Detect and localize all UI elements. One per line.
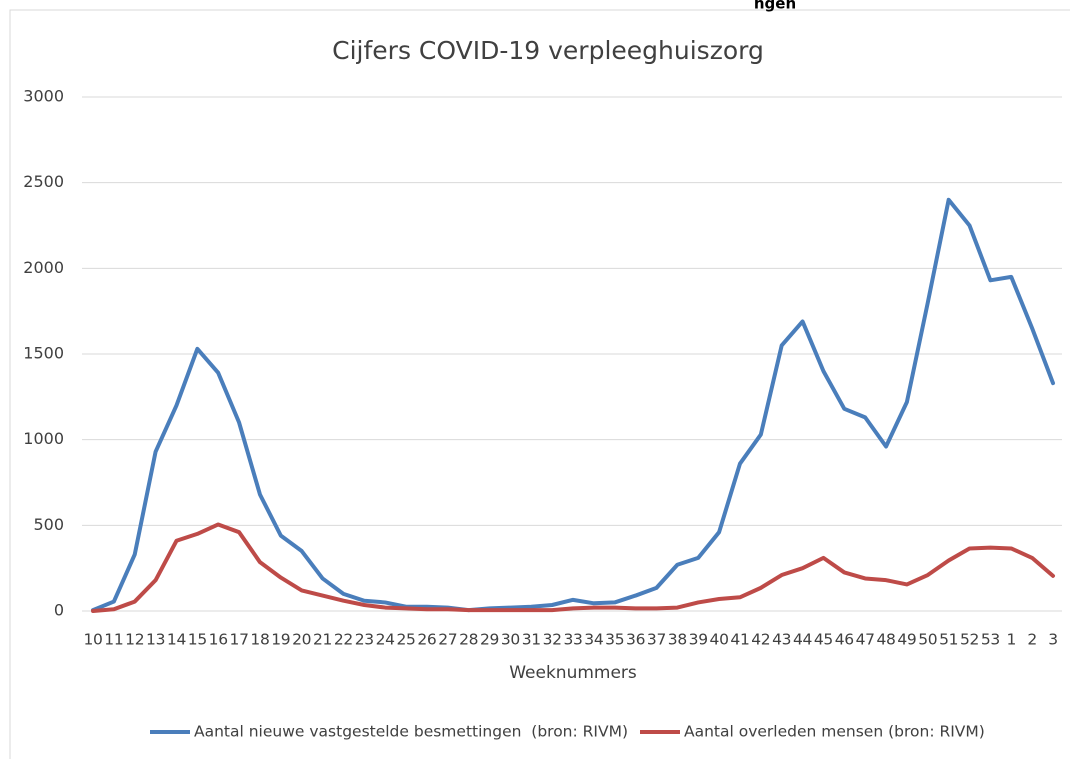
x-tick-label: 52 <box>960 631 979 649</box>
x-tick-label: 31 <box>522 631 541 649</box>
series-line <box>91 522 1055 613</box>
x-tick-label: 14 <box>167 631 186 649</box>
x-tick-label: 1 <box>1006 631 1016 649</box>
x-tick-label: 28 <box>459 631 478 649</box>
y-tick-label: 3000 <box>23 87 64 106</box>
x-tick-label: 36 <box>626 631 645 649</box>
x-tick-label: 50 <box>918 631 937 649</box>
x-tick-label: 23 <box>355 631 374 649</box>
x-tick-label: 21 <box>313 631 332 649</box>
x-tick-label: 13 <box>146 631 165 649</box>
x-tick-label: 16 <box>209 631 228 649</box>
y-tick-label: 1000 <box>23 429 64 448</box>
legend-label: Aantal overleden mensen (bron: RIVM) <box>684 723 985 741</box>
x-tick-label: 22 <box>334 631 353 649</box>
x-tick-label: 51 <box>939 631 958 649</box>
x-tick-label: 24 <box>376 631 395 649</box>
x-tick-label: 20 <box>292 631 311 649</box>
x-tick-label: 11 <box>104 631 123 649</box>
x-tick-label: 32 <box>543 631 562 649</box>
x-tick-label: 37 <box>647 631 666 649</box>
y-tick-label: 1500 <box>23 344 64 363</box>
x-tick-label: 26 <box>417 631 436 649</box>
x-tick-label: 44 <box>793 631 812 649</box>
x-tick-label: 18 <box>250 631 269 649</box>
y-tick-label: 0 <box>54 601 64 620</box>
x-tick-label: 10 <box>83 631 102 649</box>
x-tick-label: 39 <box>689 631 708 649</box>
x-tick-label: 47 <box>856 631 875 649</box>
x-tick-label: 12 <box>125 631 144 649</box>
chart-frame <box>9 9 1070 759</box>
x-tick-label: 17 <box>230 631 249 649</box>
y-tick-label: 500 <box>33 515 64 534</box>
x-tick-label: 40 <box>710 631 729 649</box>
x-tick-label: 42 <box>751 631 770 649</box>
annotation: ngen <box>754 0 796 13</box>
chart-title: Cijfers COVID-19 verpleeghuiszorg <box>332 36 764 65</box>
x-tick-label: 29 <box>480 631 499 649</box>
series-line <box>91 197 1055 613</box>
y-tick-label: 2000 <box>23 258 64 277</box>
x-tick-label: 33 <box>563 631 582 649</box>
x-tick-label: 25 <box>396 631 415 649</box>
x-tick-label: 45 <box>814 631 833 649</box>
x-tick-label: 46 <box>835 631 854 649</box>
x-tick-label: 35 <box>605 631 624 649</box>
y-tick-label: 2500 <box>23 172 64 191</box>
x-tick-label: 53 <box>981 631 1000 649</box>
x-tick-label: 19 <box>271 631 290 649</box>
x-tick-label: 2 <box>1027 631 1037 649</box>
x-tick-label: 38 <box>668 631 687 649</box>
x-tick-label: 3 <box>1048 631 1058 649</box>
x-tick-label: 48 <box>876 631 895 649</box>
x-tick-label: 34 <box>584 631 603 649</box>
x-tick-label: 30 <box>501 631 520 649</box>
x-tick-label: 43 <box>772 631 791 649</box>
x-tick-label: 15 <box>188 631 207 649</box>
x-tick-label: 27 <box>438 631 457 649</box>
x-axis-title: Weeknummers <box>509 663 637 683</box>
x-tick-label: 49 <box>897 631 916 649</box>
x-tick-label: 41 <box>730 631 749 649</box>
legend-label: Aantal nieuwe vastgestelde besmettingen … <box>194 723 628 741</box>
